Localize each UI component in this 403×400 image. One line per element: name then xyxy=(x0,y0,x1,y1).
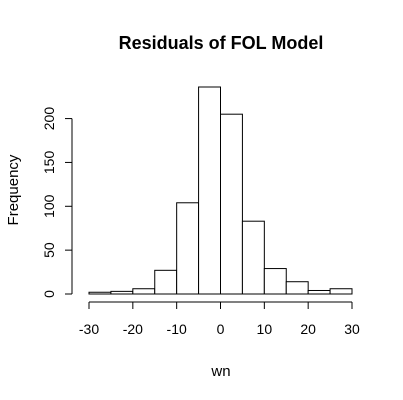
y-tick-label: 200 xyxy=(41,107,57,131)
histogram-bar-8 xyxy=(241,220,265,295)
histogram-bar-10 xyxy=(285,281,309,295)
x-tick-label: 30 xyxy=(344,321,360,337)
x-tick-label: -30 xyxy=(79,321,99,337)
x-tick-label: -20 xyxy=(123,321,143,337)
histogram-bar-6 xyxy=(198,86,221,295)
y-tick-label: 100 xyxy=(41,194,57,218)
histogram-bar-9 xyxy=(263,268,287,295)
y-axis: 0 50 100 150 200 xyxy=(41,107,73,298)
histogram-bar-7 xyxy=(220,113,243,295)
x-tick-label: 10 xyxy=(257,321,273,337)
y-tick-label: 0 xyxy=(41,290,57,298)
x-axis-label: wn xyxy=(210,363,230,380)
histogram-bar-2 xyxy=(110,290,134,295)
bars-group xyxy=(88,86,353,295)
histogram-bar-1 xyxy=(88,291,112,295)
x-axis: -30 -20 -10 0 10 20 30 xyxy=(79,301,360,337)
y-axis-label: Frequency xyxy=(5,154,22,225)
histogram-bar-3 xyxy=(132,288,156,295)
histogram-bar-11 xyxy=(307,289,331,295)
y-tick-label: 50 xyxy=(41,242,57,258)
chart-title: Residuals of FOL Model xyxy=(119,33,324,53)
y-tick-label: 150 xyxy=(41,151,57,175)
x-tick-label: -10 xyxy=(167,321,187,337)
histogram-bar-12 xyxy=(329,288,353,295)
x-tick-label: 0 xyxy=(217,321,225,337)
histogram-bar-5 xyxy=(176,202,200,295)
histogram-bar-4 xyxy=(154,269,178,295)
x-tick-label: 20 xyxy=(300,321,316,337)
